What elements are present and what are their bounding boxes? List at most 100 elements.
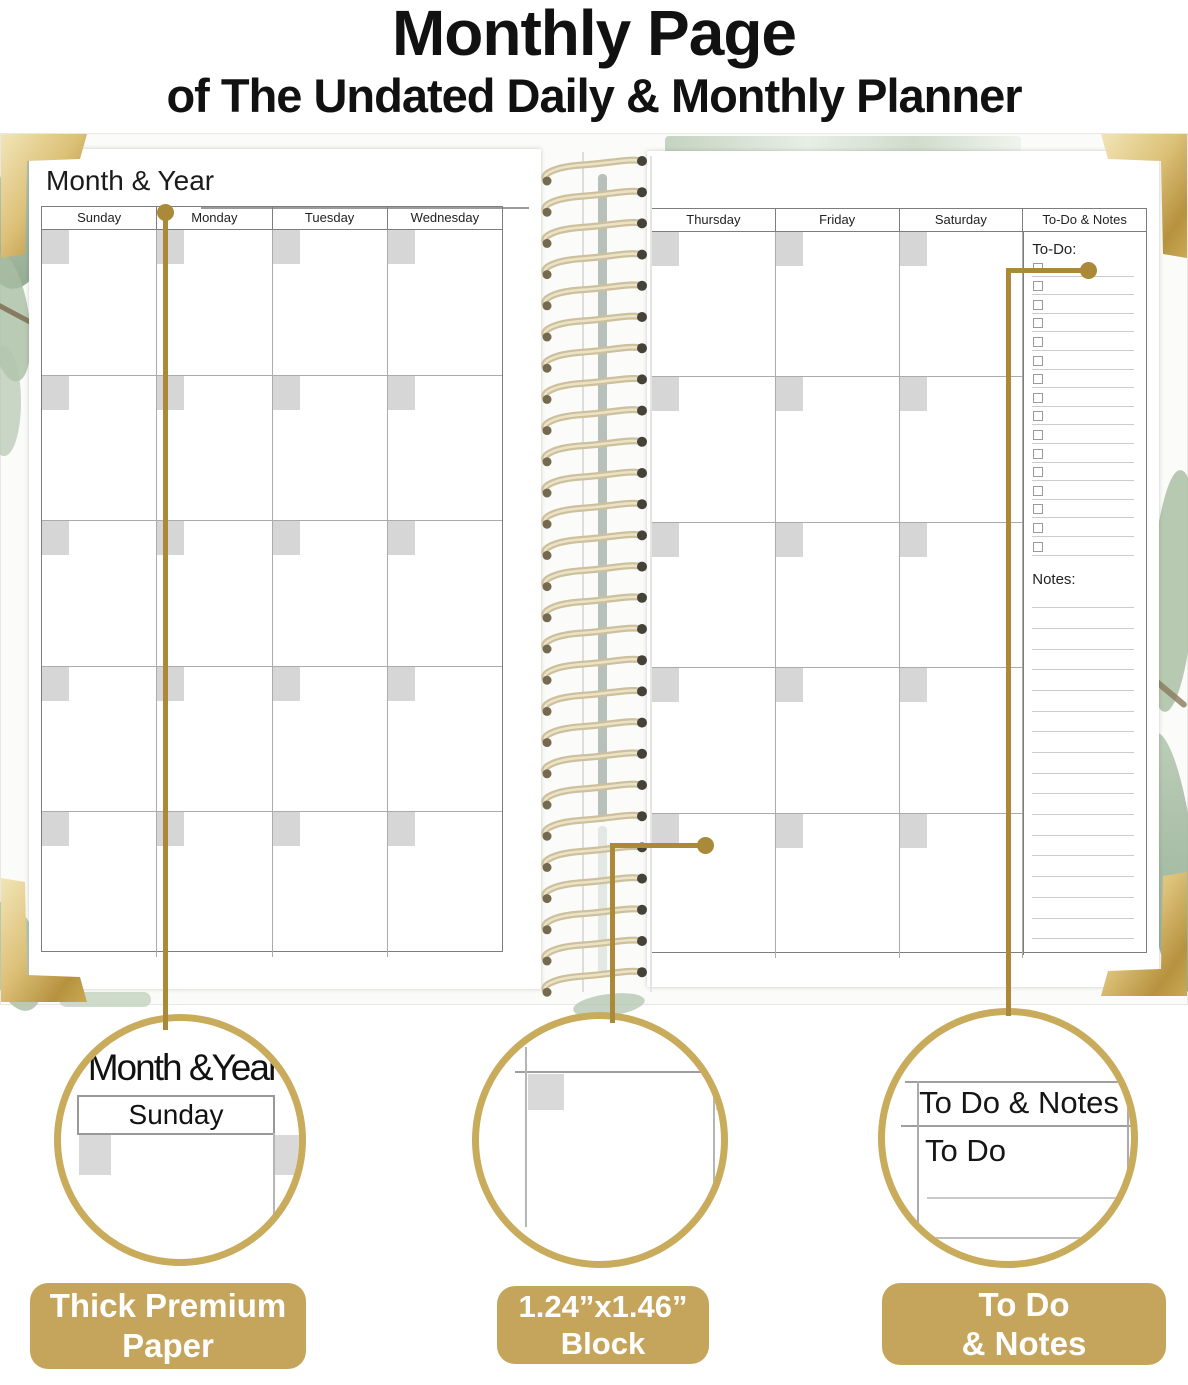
calendar-cell <box>387 521 502 666</box>
calendar-cell <box>42 375 158 521</box>
todo-rule-line <box>1032 368 1134 370</box>
date-block <box>652 813 679 848</box>
planner-spread: Month & Year Sunday Monday Tuesday Wednesda… <box>0 132 1188 1021</box>
date-block <box>899 377 927 412</box>
calendar-cell <box>157 812 273 957</box>
calendar-cell <box>157 666 273 812</box>
todo-rule-line <box>1032 294 1134 296</box>
week-row <box>652 522 1024 669</box>
coil-end <box>637 156 647 166</box>
date-block <box>387 375 415 410</box>
todo-rule-line <box>1032 535 1134 537</box>
week-row <box>42 375 502 522</box>
week-row <box>652 377 1024 523</box>
coil-loop-highlight <box>543 502 644 526</box>
todo-item-row <box>1032 518 1134 537</box>
coil-end <box>542 675 552 685</box>
week-row <box>42 666 502 813</box>
todo-item-row <box>1032 314 1134 333</box>
notes-rule-line <box>1032 588 1134 609</box>
coil-end <box>542 800 552 810</box>
coil-loop-highlight <box>543 533 644 557</box>
todo-notes-column: To-Do: Notes: <box>1023 232 1146 955</box>
date-block <box>42 230 69 264</box>
calendar-cell <box>652 377 776 522</box>
date-block <box>42 375 69 410</box>
date-block <box>42 666 69 701</box>
coil-end <box>542 987 552 997</box>
coil-end <box>637 280 647 291</box>
callout-line-left-vertical <box>163 212 168 1030</box>
coil-loop-highlight <box>543 314 644 339</box>
date-block <box>652 377 679 412</box>
notes-rule-line <box>1032 732 1134 753</box>
coil-loop-highlight <box>543 158 644 183</box>
date-block <box>272 230 300 264</box>
checkbox-icon <box>1033 336 1044 347</box>
checkbox-icon <box>1033 541 1044 552</box>
zoom-block-left-line <box>525 1047 527 1227</box>
zoom-block-right-line <box>713 1071 715 1227</box>
todo-rule-line <box>1032 405 1134 407</box>
page-edge-line <box>650 156 652 992</box>
coil-loop-highlight <box>543 751 644 776</box>
coil-end <box>637 343 647 354</box>
todo-rule-line <box>1032 442 1134 444</box>
date-block <box>652 522 679 557</box>
todo-rule-line <box>1032 461 1134 463</box>
zoom-date-block <box>528 1074 564 1110</box>
left-calendar-body <box>42 230 502 957</box>
coil-loop-highlight <box>543 190 644 214</box>
todo-rule-line <box>1032 312 1134 314</box>
todo-notes-header: To-Do & Notes <box>1042 212 1127 227</box>
date-block <box>157 375 185 410</box>
coil-end <box>637 312 647 322</box>
zoom-circle-todo-notes: To Do & Notes To Do <box>878 1008 1138 1268</box>
coil-end <box>542 426 552 436</box>
coil-loop-highlight <box>543 439 644 464</box>
badge-block-size: 1.24”x1.46” Block <box>497 1286 709 1364</box>
badge-thick-premium-paper: Thick Premium Paper <box>30 1283 306 1369</box>
calendar-cell <box>387 666 502 812</box>
calendar-cell <box>42 666 158 812</box>
coil-end <box>542 894 552 904</box>
calendar-cell <box>775 668 900 813</box>
calendar-cell <box>775 232 900 377</box>
zoom-left-line <box>917 1081 919 1241</box>
callout-line-right-horizontal <box>1006 268 1088 273</box>
zoom-header-bottom-line <box>901 1125 1131 1127</box>
coil-end <box>637 187 647 198</box>
notes-rule-line <box>1032 794 1134 816</box>
todo-item-row <box>1032 463 1134 482</box>
coil-end <box>542 519 552 529</box>
checkbox-icon <box>1033 485 1044 496</box>
checkbox-icon <box>1033 299 1044 310</box>
date-block <box>157 521 185 556</box>
right-page: Thursday Friday Saturday To-Do & Notes To-D… <box>647 151 1159 987</box>
zoom-header-top-line <box>905 1081 1131 1083</box>
leaf-top-strip <box>665 136 1021 153</box>
todo-rule-line <box>1032 424 1134 426</box>
spine-strip <box>598 826 607 976</box>
coil-end <box>637 436 647 447</box>
notes-lines <box>1032 588 1146 940</box>
todo-rule-line <box>1032 554 1134 556</box>
checkbox-icon <box>1033 281 1044 292</box>
checkbox-icon <box>1033 448 1044 459</box>
callout-line-right-vertical <box>1006 268 1011 1016</box>
day-header: Wednesday <box>410 210 480 225</box>
calendar-cell <box>775 377 900 522</box>
coil-end <box>542 706 552 716</box>
coil-end <box>542 831 552 841</box>
coil-end <box>637 499 647 510</box>
checkbox-icon <box>1033 411 1044 422</box>
left-calendar-grid: Sunday Monday Tuesday Wednesday <box>41 206 503 957</box>
coil-end <box>637 780 647 790</box>
coil-end <box>637 748 647 759</box>
calendar-cell <box>899 813 1024 958</box>
coil-end <box>637 904 647 915</box>
date-block <box>157 666 185 701</box>
calendar-cell <box>272 812 388 957</box>
coil-end <box>637 717 647 728</box>
calendar-cell <box>272 230 388 375</box>
